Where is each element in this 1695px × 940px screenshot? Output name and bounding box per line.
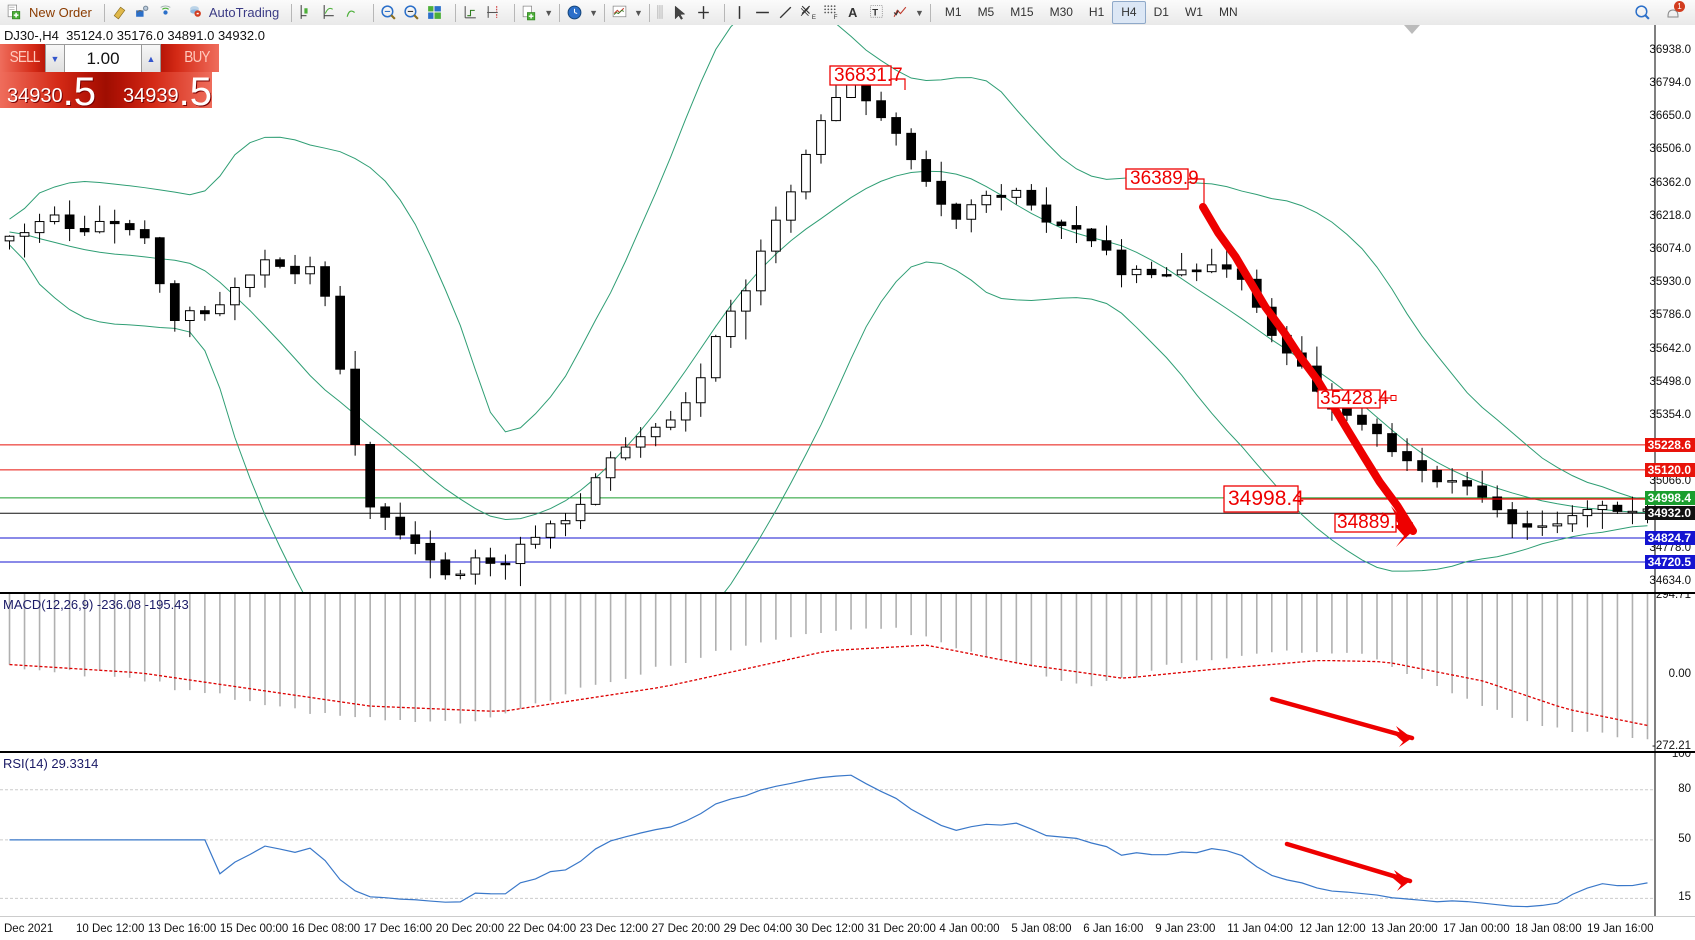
svg-text:34998.4: 34998.4 [1228,487,1304,510]
svg-text:T: T [872,8,878,19]
svg-text:36389.9: 36389.9 [1130,168,1199,189]
svg-text:E: E [812,14,816,21]
svg-text:36831.7: 36831.7 [834,65,903,86]
svg-text:A: A [848,5,857,20]
svg-text:35428.4: 35428.4 [1320,388,1389,409]
svg-text:F: F [834,14,838,21]
svg-text:34889.9: 34889.9 [1337,512,1406,533]
